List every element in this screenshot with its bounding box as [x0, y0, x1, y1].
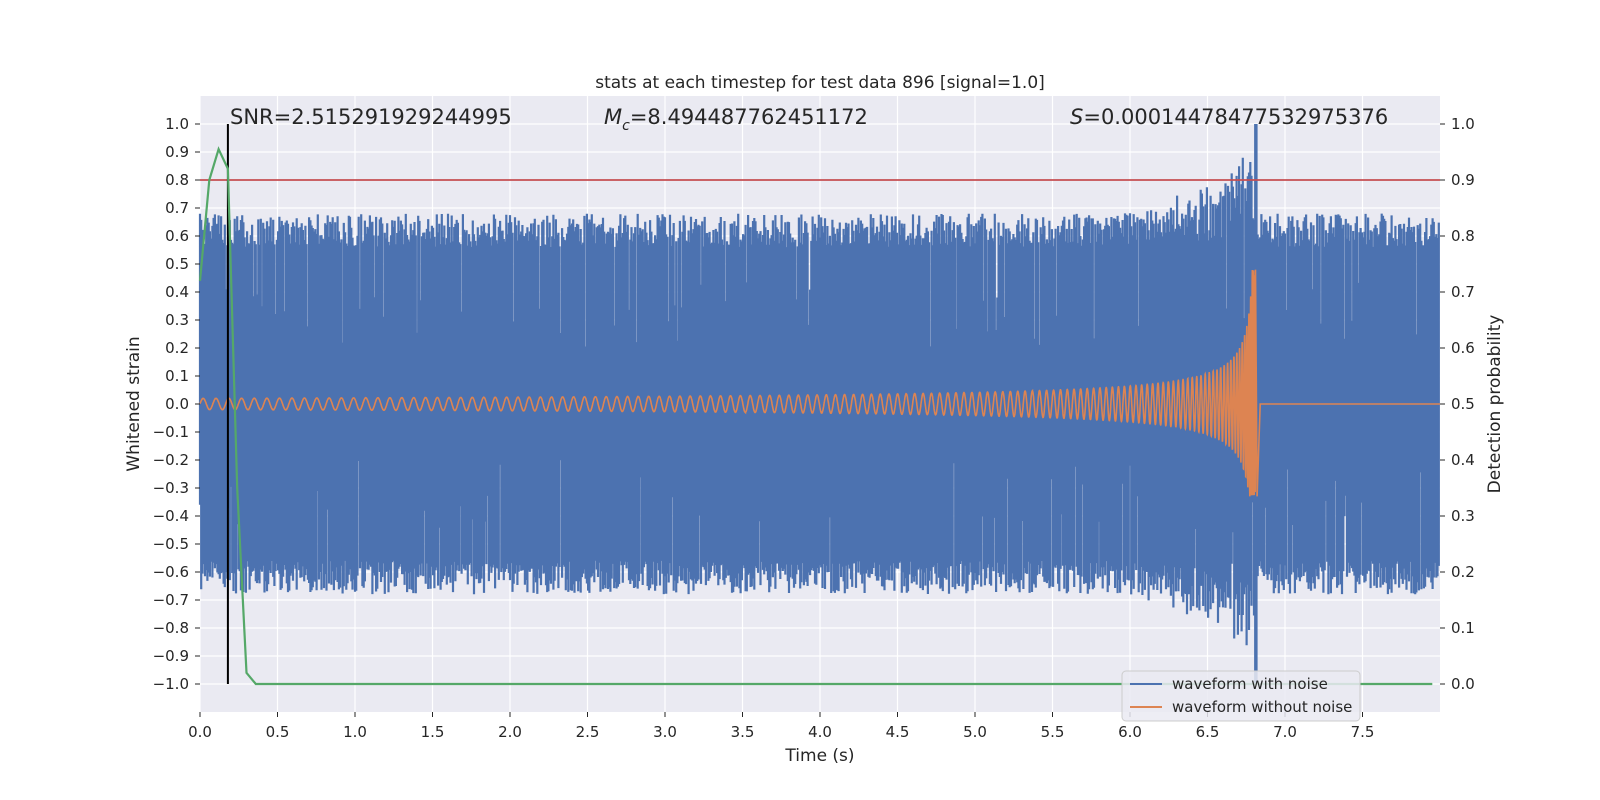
right-y-tick-label: 0.5	[1451, 395, 1475, 413]
y-tick-label: 1.0	[165, 115, 189, 133]
x-tick-label: 5.5	[1041, 723, 1065, 741]
y-tick-label: 0.3	[165, 311, 189, 329]
legend-box	[1121, 670, 1361, 722]
legend-label-noise: waveform with noise	[1172, 675, 1328, 693]
right-y-tick-label: 0.6	[1451, 339, 1475, 357]
right-y-tick-label: 0.1	[1451, 619, 1475, 637]
y-tick-label: 0.1	[165, 367, 189, 385]
right-y-tick-label: 0.2	[1451, 563, 1475, 581]
chirp-mass-value: =8.494487762451172	[630, 105, 868, 129]
x-tick-label: 6.5	[1196, 723, 1220, 741]
bottom-axis: 0.0 0.5 1.0 1.5 2.0 2.5 3.0 3.5 4.0 4.5 5.0 5.5 6.0 6…	[188, 712, 1374, 741]
y-tick-label: −0.8	[153, 619, 189, 637]
y-tick-label: 0.0	[165, 395, 189, 413]
x-tick-label: 1.0	[343, 723, 367, 741]
x-tick-label: 3.0	[653, 723, 677, 741]
x-tick-label: 5.0	[963, 723, 987, 741]
y-tick-label: −0.1	[153, 423, 189, 441]
s-annotation: S=0.00014478477532975376	[1070, 105, 1388, 129]
right-y-tick-label: 0.7	[1451, 283, 1475, 301]
x-tick-label: 3.5	[731, 723, 755, 741]
y-tick-label: 0.6	[165, 227, 189, 245]
y-tick-label: 0.5	[165, 255, 189, 273]
chirp-mass-subscript: c	[622, 118, 630, 134]
x-tick-label: 0.0	[188, 723, 212, 741]
y-tick-label: −0.7	[153, 591, 189, 609]
chirp-mass-symbol: M	[604, 105, 622, 129]
right-y-tick-label: 0.4	[1451, 451, 1475, 469]
series-waveform-without-noise	[199, 269, 1440, 497]
x-tick-label: 1.5	[421, 723, 445, 741]
x-tick-label: 7.5	[1351, 723, 1375, 741]
right-y-tick-label: 1.0	[1451, 115, 1475, 133]
s-symbol: S	[1070, 105, 1083, 129]
snr-annotation: SNR=2.515291929244995	[230, 105, 512, 129]
x-tick-label: 0.5	[266, 723, 290, 741]
y-tick-label: −0.6	[153, 563, 189, 581]
legend: waveform with noise waveform without noi…	[1121, 670, 1361, 722]
y-tick-label: 0.8	[165, 171, 189, 189]
x-tick-label: 4.5	[886, 723, 910, 741]
right-y-tick-label: 0.9	[1451, 171, 1475, 189]
y-tick-label: −0.4	[153, 507, 189, 525]
right-y-axis-label: Detection probability	[1485, 315, 1505, 494]
chart-title: stats at each timestep for test data 896…	[595, 73, 1045, 93]
y-tick-label: 0.7	[165, 199, 189, 217]
chirp-mass-annotation: Mc=8.494487762451172	[604, 105, 868, 134]
right-y-tick-label: 0.3	[1451, 507, 1475, 525]
y-tick-label: 0.4	[165, 283, 189, 301]
right-axis: 1.0 0.9 0.8 0.7 0.6 0.5 0.4 0.3 0.2 0.1 0.0	[1440, 115, 1475, 693]
s-value: =0.00014478477532975376	[1083, 105, 1388, 129]
detection-probability-line	[198, 146, 1433, 686]
y-tick-label: −1.0	[153, 675, 189, 693]
right-y-tick-label: 0.0	[1451, 675, 1475, 693]
y-tick-label: −0.9	[153, 647, 189, 665]
y-tick-label: 0.2	[165, 339, 189, 357]
legend-label-clean: waveform without noise	[1172, 698, 1352, 716]
y-axis-label: Whitened strain	[124, 336, 144, 471]
x-tick-label: 2.5	[576, 723, 600, 741]
x-tick-label: 4.0	[808, 723, 832, 741]
left-axis: 1.0 0.9 0.8 0.7 0.6 0.5 0.4 0.3 0.2 0.1 0.0 −0.1 −0.…	[153, 115, 200, 693]
clean-waveform-line	[199, 269, 1440, 497]
y-tick-label: −0.5	[153, 535, 189, 553]
overlay	[198, 124, 1440, 686]
x-tick-label: 6.0	[1118, 723, 1142, 741]
x-axis-label: Time (s)	[784, 746, 854, 766]
plot-area	[198, 96, 1440, 712]
y-tick-label: −0.2	[153, 451, 189, 469]
y-tick-label: 0.9	[165, 143, 189, 161]
x-tick-label: 2.0	[498, 723, 522, 741]
right-y-tick-label: 0.8	[1451, 227, 1475, 245]
y-tick-label: −0.3	[153, 479, 189, 497]
x-tick-label: 7.0	[1273, 723, 1297, 741]
